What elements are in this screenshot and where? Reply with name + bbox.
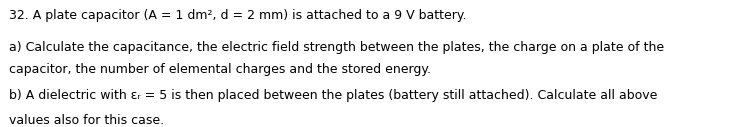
Text: capacitor, the number of elemental charges and the stored energy.: capacitor, the number of elemental charg… [9, 64, 431, 76]
Text: a) Calculate the capacitance, the electric field strength between the plates, th: a) Calculate the capacitance, the electr… [9, 41, 664, 54]
Text: values also for this case.: values also for this case. [9, 114, 164, 127]
Text: b) A dielectric with εᵣ = 5 is then placed between the plates (battery still att: b) A dielectric with εᵣ = 5 is then plac… [9, 89, 657, 102]
Text: 32. A plate capacitor (A = 1 dm², d = 2 mm) is attached to a 9 V battery.: 32. A plate capacitor (A = 1 dm², d = 2 … [9, 9, 466, 22]
